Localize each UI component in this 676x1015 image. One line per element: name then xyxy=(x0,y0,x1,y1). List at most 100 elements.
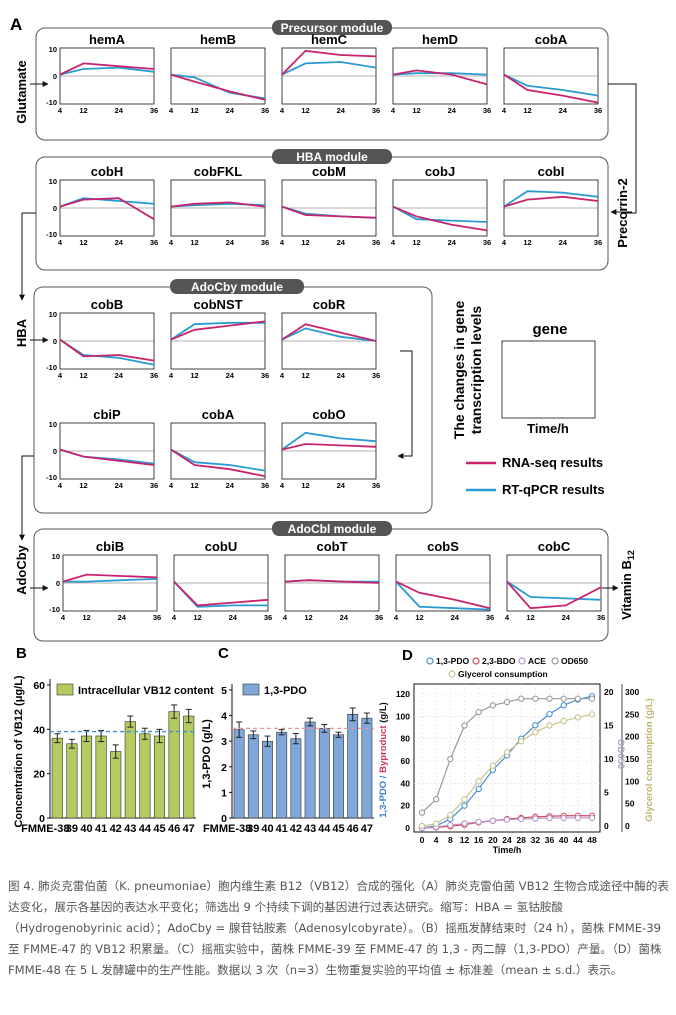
rna-seq-line xyxy=(281,443,377,451)
module-title: Precursor module xyxy=(281,21,384,35)
mini-chart-title: cobS xyxy=(427,539,459,554)
rt-qpcr-line xyxy=(63,577,158,583)
mini-chart-xtick: 4 xyxy=(502,106,507,115)
mini-chart-xtick: 24 xyxy=(337,106,346,115)
rna-seq-line xyxy=(170,448,266,478)
bar xyxy=(276,731,288,819)
mini-chart-hemD: hemD 4 12 24 36 xyxy=(391,32,491,115)
mini-chart-ytick: 0 xyxy=(53,204,57,213)
data-point xyxy=(518,737,525,745)
legend-label: ACE xyxy=(528,656,546,666)
mini-chart-ytick: 10 xyxy=(52,552,60,561)
x-tick-label: 39 xyxy=(66,823,78,835)
mini-chart-ytick: -10 xyxy=(46,230,57,239)
mini-chart-xtick: 36 xyxy=(150,238,158,247)
bar xyxy=(333,734,344,819)
rna-seq-line xyxy=(395,580,491,610)
mini-chart-xtick: 12 xyxy=(190,238,198,247)
panel-letter: C xyxy=(218,645,229,662)
mini-chart-ytick: 0 xyxy=(53,447,57,456)
legend-swatch xyxy=(242,683,260,696)
od-y-tick: 10 xyxy=(604,754,614,764)
legend-label: OD650 xyxy=(561,656,588,666)
mini-chart-xtick: 12 xyxy=(301,481,309,490)
mini-chart-title: hemC xyxy=(311,32,348,47)
data-point xyxy=(475,778,482,785)
mini-chart-ytick: 0 xyxy=(53,337,57,346)
mini-chart-xtick: 24 xyxy=(559,238,568,247)
mini-chart-xtick: 36 xyxy=(483,238,491,247)
mini-chart-title: cbiP xyxy=(93,407,121,422)
mini-chart-title: cobA xyxy=(202,407,235,422)
mini-chart-ytick: 10 xyxy=(49,177,57,186)
data-point xyxy=(532,722,539,729)
legend-label: Intracellular VB12 content xyxy=(78,685,214,697)
x-tick-label: 39 xyxy=(247,823,259,835)
mini-chart-xtick: 12 xyxy=(190,371,198,380)
mini-chart-cobA: cobA 4 12 24 36 xyxy=(502,32,602,115)
mini-chart-cobS: cobS 4 12 24 36 xyxy=(394,539,494,622)
mini-chart-title: hemB xyxy=(200,32,236,47)
mini-chart-hemB: hemB 4 12 24 36 xyxy=(169,32,269,115)
x-tick-label: 41 xyxy=(276,823,288,835)
mini-chart-xtick: 12 xyxy=(190,481,198,490)
glycerol-y-tick: 300 xyxy=(625,687,639,697)
data-point xyxy=(461,722,468,729)
mini-chart-xtick: 12 xyxy=(412,106,420,115)
data-point xyxy=(546,695,553,702)
glycerol-y-tick: 250 xyxy=(625,709,639,719)
mini-chart-title: cobC xyxy=(538,539,571,554)
mini-chart-xtick: 36 xyxy=(261,106,269,115)
mini-chart-cobB: cobB 10 0 -104 12 24 36 xyxy=(46,297,158,380)
data-point xyxy=(588,814,596,822)
precorrin-connector xyxy=(608,83,637,214)
mini-chart-xtick: 4 xyxy=(169,238,174,247)
mini-chart-xtick: 24 xyxy=(115,371,124,380)
mini-chart-xtick: 4 xyxy=(58,238,63,247)
mini-chart-xtick: 36 xyxy=(486,613,494,622)
data-point xyxy=(475,708,482,716)
data-point xyxy=(574,695,581,702)
mini-chart-xtick: 36 xyxy=(594,106,602,115)
data-point xyxy=(532,815,539,822)
legend-swatch xyxy=(56,683,74,696)
mini-chart-xtick: 36 xyxy=(372,481,380,490)
rt-qpcr-line xyxy=(503,190,599,208)
legend-marker xyxy=(551,657,559,665)
cobr-cobo-connector xyxy=(400,350,413,457)
mini-chart-xtick: 12 xyxy=(79,238,87,247)
data-point xyxy=(447,811,454,818)
mini-chart-xtick: 36 xyxy=(372,371,380,380)
mini-chart-title: cobT xyxy=(316,539,347,554)
bar xyxy=(153,735,166,819)
data-point xyxy=(489,702,496,709)
mini-chart-xtick: 12 xyxy=(79,371,87,380)
mini-chart-cobI: cobI 4 12 24 36 xyxy=(502,164,602,247)
rna-seq-line xyxy=(62,573,158,583)
mini-chart-title: cobI xyxy=(538,164,565,179)
y-tick-label: 5 xyxy=(221,685,227,697)
glycerol-axis-label: Glycerol consumption (g/L) xyxy=(644,698,655,822)
data-point xyxy=(588,695,596,702)
module-title-pill xyxy=(272,20,392,35)
left-y-tick: 20 xyxy=(401,801,411,811)
x-tick-label: 44 xyxy=(139,823,152,835)
mini-chart-xtick: 24 xyxy=(229,613,238,622)
mini-chart-xtick: 36 xyxy=(150,106,158,115)
y-tick-label: 3 xyxy=(221,736,227,748)
mini-chart-xtick: 12 xyxy=(193,613,201,622)
mini-chart-xtick: 24 xyxy=(226,371,235,380)
rna-seq-line xyxy=(392,205,488,232)
data-point xyxy=(503,816,511,823)
mini-chart-title: cobU xyxy=(205,539,238,554)
data-point xyxy=(475,785,482,793)
x-tick-label: 24 xyxy=(502,835,512,845)
y-tick-label: 1 xyxy=(221,787,227,799)
mini-chart-xtick: 12 xyxy=(523,106,531,115)
mini-chart-cbiB: cbiB 10 0 -104 12 24 36 xyxy=(49,539,161,622)
mini-chart-xtick: 24 xyxy=(559,106,568,115)
figure-caption: 图 4. 肺炎克雷伯菌（K. pneumoniae）胞内维生素 B12（VB12… xyxy=(8,879,669,977)
y-tick-label: 4 xyxy=(221,711,227,723)
data-point xyxy=(503,749,511,756)
